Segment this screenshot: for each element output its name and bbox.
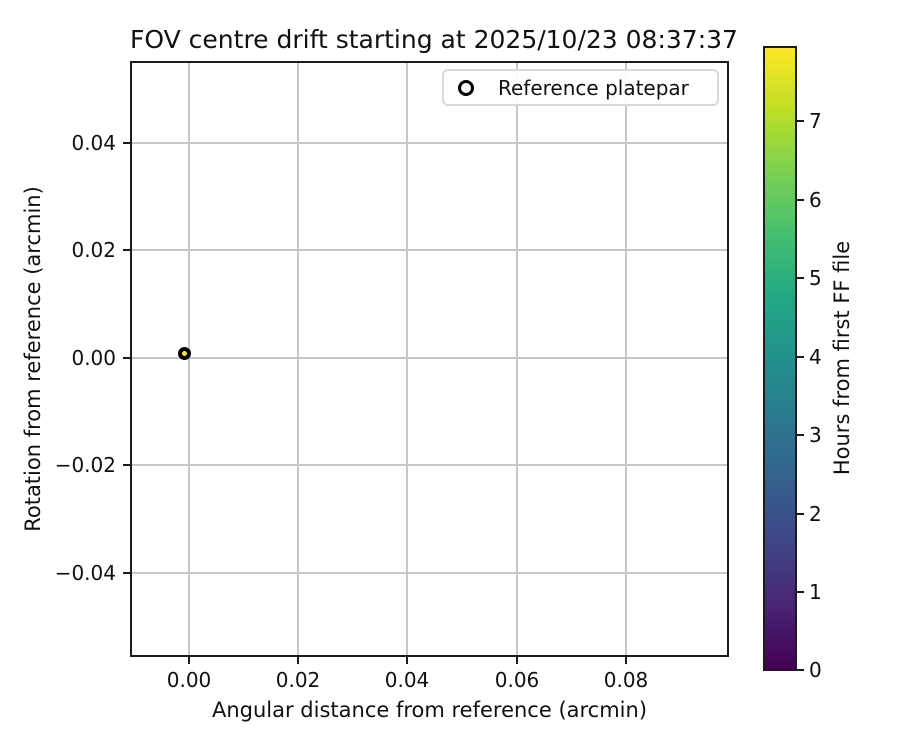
colorbar (763, 46, 797, 671)
x-tickmark-3 (516, 657, 518, 664)
colorbar-tickmark-5 (797, 277, 804, 279)
legend-label: Reference platepar (498, 75, 689, 100)
colorbar-tick-label: 0 (809, 658, 822, 682)
gridline-x-0.06 (516, 61, 518, 657)
colorbar-label: Hours from first FF file (830, 240, 854, 476)
y-tick-label: 0.00 (71, 346, 116, 370)
y-tick-label: −0.02 (54, 453, 116, 477)
colorbar-tickmark-3 (797, 434, 804, 436)
x-tick-label: 0.02 (275, 668, 321, 692)
x-tick-label: 0.00 (166, 668, 212, 692)
y-tickmark-1 (123, 249, 130, 251)
y-tick-label: 0.04 (71, 131, 116, 155)
colorbar-tickmark-7 (797, 120, 804, 122)
scatter-point-reference-overlap (178, 347, 191, 360)
x-tick-label: 0.04 (384, 668, 430, 692)
x-tick-label: 0.08 (603, 668, 649, 692)
x-tick-label: 0.06 (494, 668, 540, 692)
colorbar-tickmark-2 (797, 513, 804, 515)
y-tickmark-0 (123, 142, 130, 144)
legend: Reference platepar (442, 69, 719, 106)
x-tickmark-1 (297, 657, 299, 664)
plot-area (130, 61, 729, 657)
colorbar-tickmark-4 (797, 356, 804, 358)
colorbar-tick-label: 6 (809, 188, 822, 212)
y-tickmark-4 (123, 572, 130, 574)
colorbar-tick-label: 2 (809, 502, 822, 526)
y-tick-label: −0.04 (54, 561, 116, 585)
gridline-x-0.02 (297, 61, 299, 657)
gridline-y-0.00 (130, 357, 729, 359)
gridline-y--0.04 (130, 572, 729, 574)
x-tickmark-0 (188, 657, 190, 664)
open-circle-marker-icon (458, 79, 474, 96)
colorbar-tick-label: 4 (809, 345, 822, 369)
colorbar-tick-label: 5 (809, 266, 822, 290)
colorbar-tick-label: 7 (809, 109, 822, 133)
gridline-y-0.04 (130, 142, 729, 144)
y-tickmark-3 (123, 464, 130, 466)
gridline-x-0.08 (625, 61, 627, 657)
x-tickmark-2 (406, 657, 408, 664)
chart-title: FOV centre drift starting at 2025/10/23 … (130, 25, 738, 54)
gridline-x-0.00 (188, 61, 190, 657)
y-tickmark-2 (123, 357, 130, 359)
y-tick-label: 0.02 (71, 238, 116, 262)
gridline-y--0.02 (130, 464, 729, 466)
colorbar-tickmark-1 (797, 591, 804, 593)
colorbar-tick-label: 1 (809, 580, 822, 604)
x-tickmark-4 (625, 657, 627, 664)
gridline-x-0.04 (406, 61, 408, 657)
x-axis-label: Angular distance from reference (arcmin) (211, 698, 648, 722)
colorbar-tickmark-6 (797, 199, 804, 201)
gridline-y-0.02 (130, 249, 729, 251)
colorbar-tickmark-0 (797, 669, 804, 671)
y-axis-label: Rotation from reference (arcmin) (21, 186, 45, 532)
colorbar-tick-label: 3 (809, 423, 822, 447)
